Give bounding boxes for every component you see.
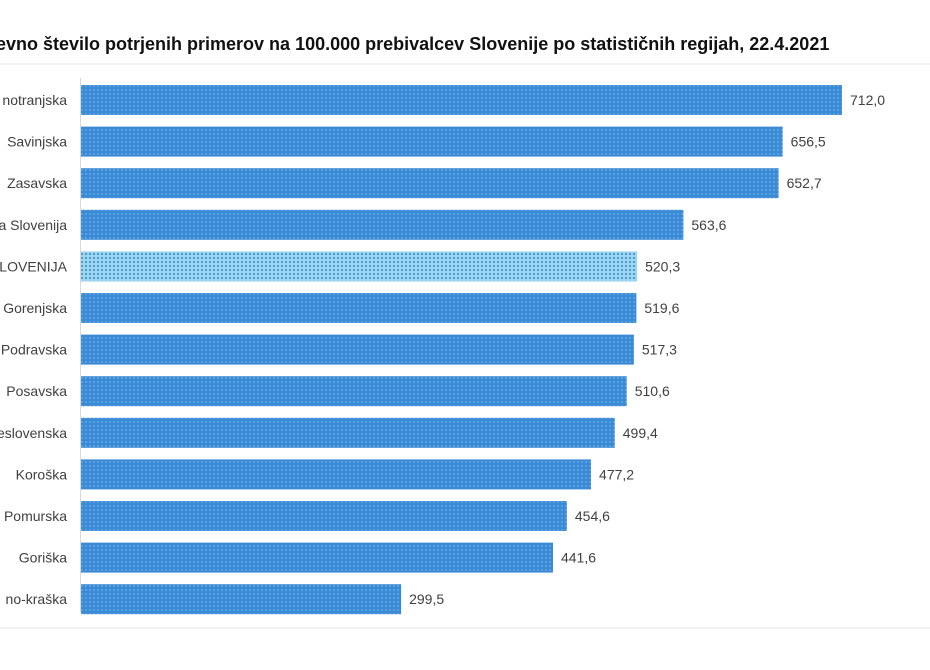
data-label: 519,6 — [644, 300, 679, 316]
chart-title: evno število potrjenih primerov na 100.0… — [0, 34, 830, 54]
category-label: Koroška — [16, 466, 68, 482]
data-label: 477,2 — [599, 466, 634, 482]
category-label: notranjska — [2, 92, 67, 108]
data-label: 299,5 — [409, 591, 444, 607]
bar — [81, 417, 615, 448]
data-label: 712,0 — [850, 92, 885, 108]
category-label: a Slovenija — [0, 217, 67, 233]
data-label: 510,6 — [635, 383, 670, 399]
bar — [81, 459, 592, 490]
category-label: Goriška — [19, 550, 67, 566]
bar — [81, 293, 637, 323]
data-label: 499,4 — [623, 425, 658, 441]
data-label: 520,3 — [645, 258, 680, 274]
bar — [81, 251, 638, 282]
bar — [81, 126, 783, 157]
bar — [81, 376, 627, 407]
category-label: no-kraška — [6, 591, 68, 607]
category-label: Pomurska — [4, 508, 67, 524]
bar — [81, 85, 842, 115]
data-label: 441,6 — [561, 550, 596, 566]
data-label: 563,6 — [691, 217, 726, 233]
category-label: SLOVENIJA — [0, 258, 68, 274]
data-label: 652,7 — [787, 175, 822, 191]
data-label: 656,5 — [791, 134, 826, 150]
category-label: Posavska — [6, 383, 67, 399]
category-label: Zasavska — [7, 175, 67, 191]
category-label: Podravska — [1, 342, 67, 358]
data-label: 517,3 — [642, 342, 677, 358]
bar — [81, 542, 553, 573]
data-label: 454,6 — [575, 508, 610, 524]
category-label: eslovenska — [0, 425, 67, 441]
bar — [81, 209, 684, 240]
bar — [81, 168, 779, 199]
bar — [81, 584, 402, 615]
category-label: Gorenjska — [3, 300, 67, 316]
bar — [81, 501, 567, 531]
category-label: Savinjska — [7, 134, 67, 150]
bar — [81, 334, 634, 365]
